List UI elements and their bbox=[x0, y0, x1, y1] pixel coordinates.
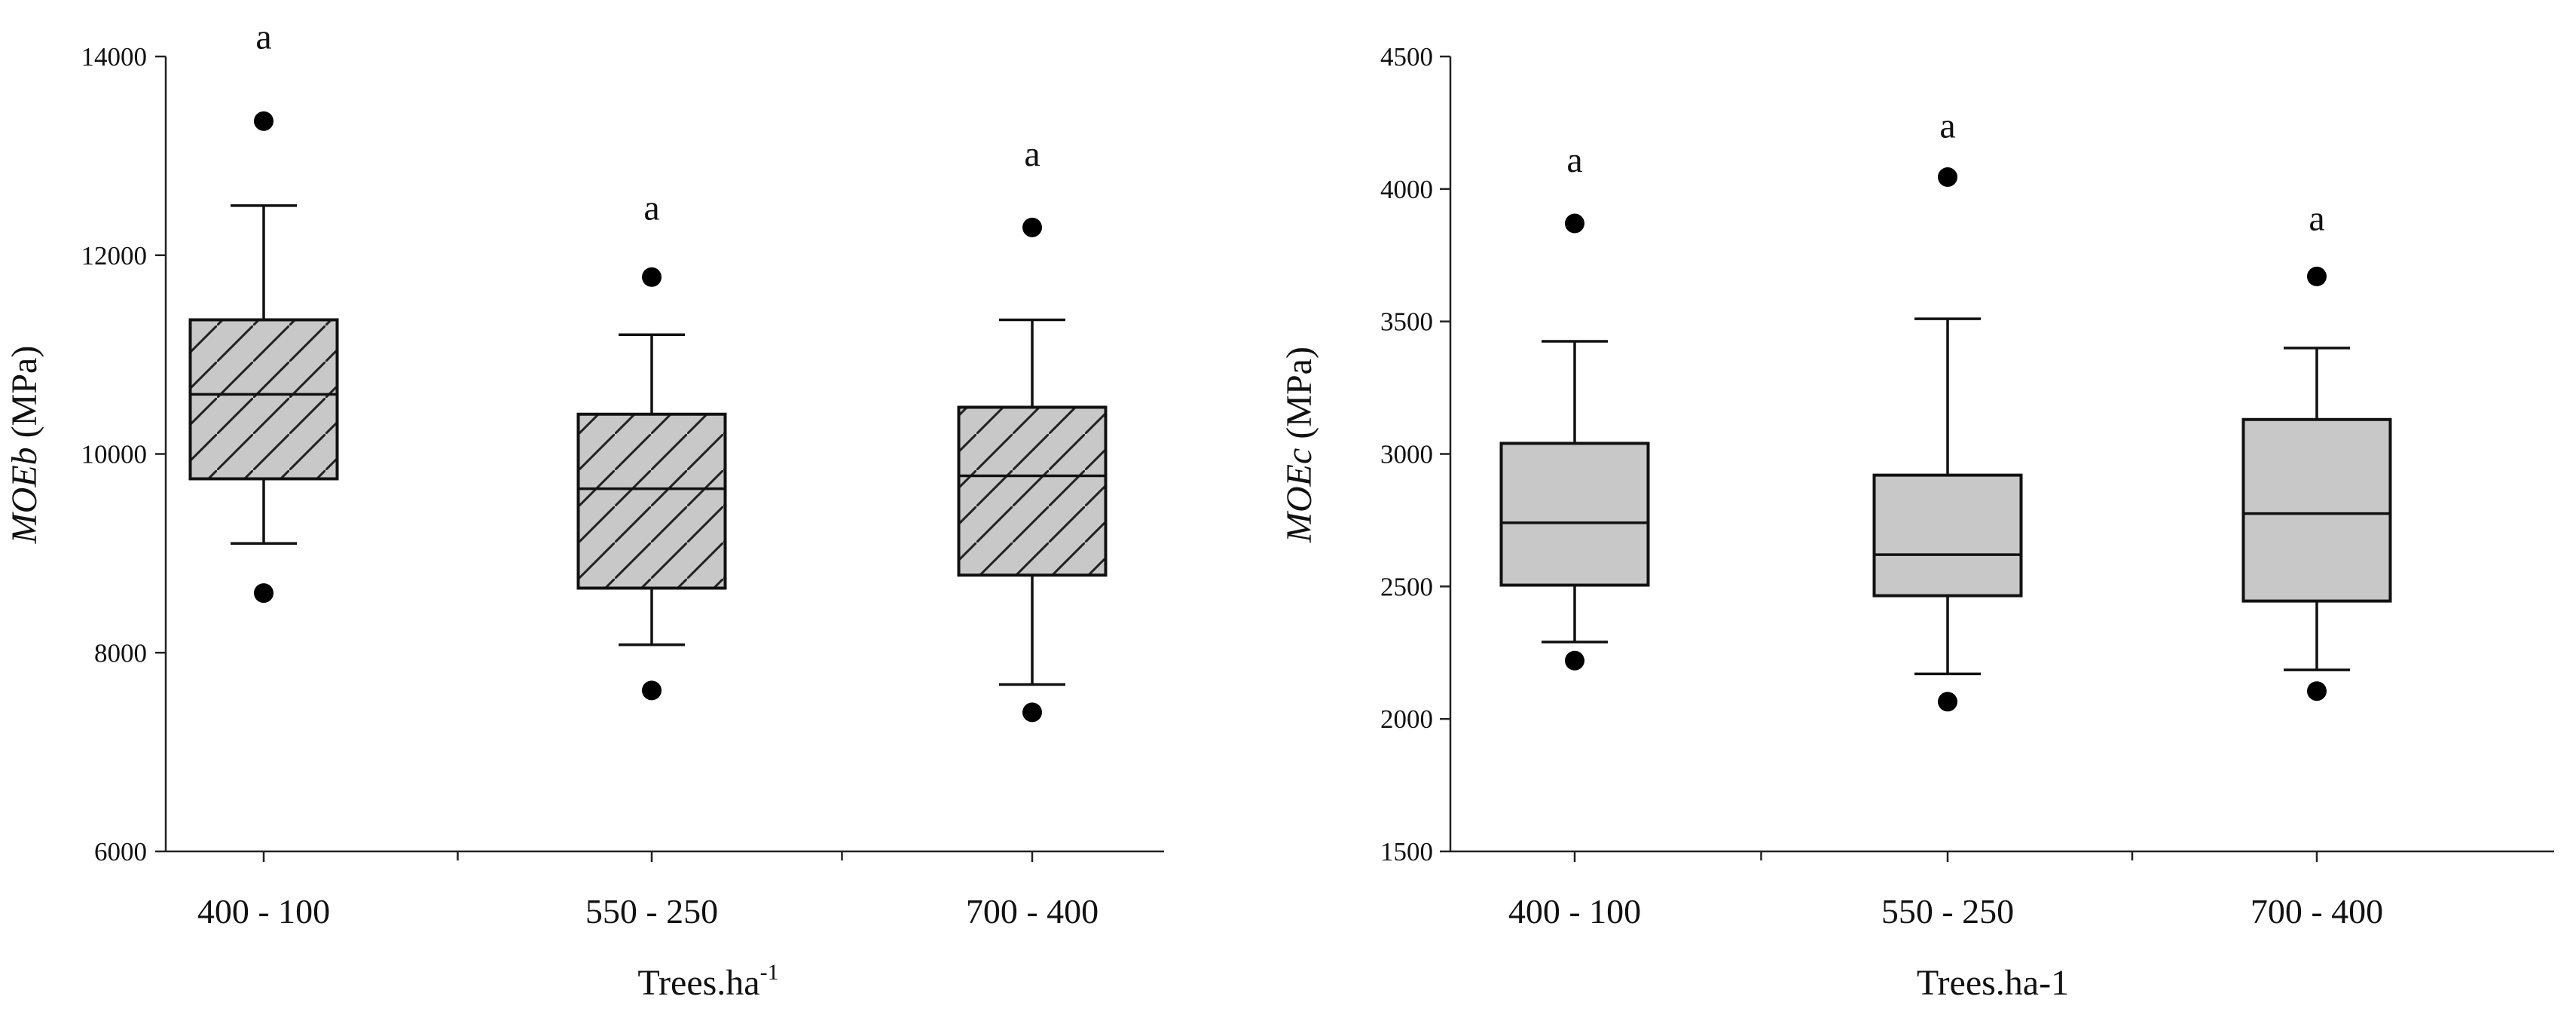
significance-letter: a bbox=[255, 17, 271, 57]
y-tick-label: 3500 bbox=[1380, 307, 1433, 337]
y-axis-title-unit: (MPa) bbox=[1279, 347, 1319, 448]
outlier-point bbox=[2307, 266, 2327, 286]
outlier-point bbox=[1565, 650, 1584, 671]
x-tick-label: 400 - 100 bbox=[197, 892, 330, 931]
y-tick-label: 4000 bbox=[1380, 175, 1433, 204]
iqr-box bbox=[1499, 442, 1650, 587]
x-axis-title-main: Trees.ha bbox=[637, 963, 759, 1003]
significance-letter: a bbox=[1939, 105, 1955, 145]
moeb-boxplot-panel: 6000 8000 10000 12000 14000 400 - 100 550 - 25… bbox=[5, 17, 1164, 1003]
y-axis-title-variable: MOEc bbox=[1279, 448, 1319, 543]
box-group: a bbox=[1872, 105, 2023, 712]
x-tick-label: 700 - 400 bbox=[2251, 892, 2383, 931]
box-group: a bbox=[1499, 140, 1650, 671]
outlier-point bbox=[642, 680, 662, 701]
y-tick-label: 4500 bbox=[1380, 42, 1433, 72]
x-tick-label: 550 - 250 bbox=[1881, 892, 2014, 931]
outlier-point bbox=[254, 583, 273, 604]
y-tick-label: 10000 bbox=[81, 440, 148, 469]
iqr-box bbox=[2241, 417, 2392, 603]
iqr-box bbox=[1872, 473, 2023, 597]
y-axis-title: MOEc (MPa) bbox=[1279, 347, 1319, 543]
y-tick-label: 14000 bbox=[81, 42, 148, 72]
outlier-point bbox=[2307, 681, 2327, 701]
box-group: a bbox=[957, 134, 1108, 723]
y-axis-title: MOEb (MPa) bbox=[5, 346, 44, 545]
y-axis-title-variable: MOEb bbox=[5, 447, 44, 544]
x-axis-title: Trees.ha-1 bbox=[1917, 963, 2069, 1003]
x-axis-title: Trees.ha-1 bbox=[637, 960, 778, 1003]
significance-letter: a bbox=[2309, 199, 2324, 239]
y-tick-label: 2500 bbox=[1380, 572, 1433, 601]
outlier-point bbox=[1565, 213, 1584, 234]
iqr-box bbox=[957, 405, 1108, 577]
x-tick-label: 700 - 400 bbox=[966, 892, 1099, 931]
outlier-point bbox=[254, 111, 273, 131]
y-tick-label: 6000 bbox=[94, 837, 147, 866]
iqr-box bbox=[576, 412, 727, 590]
significance-letter: a bbox=[1024, 134, 1040, 174]
outlier-point bbox=[1938, 692, 1957, 712]
iqr-box bbox=[188, 318, 339, 481]
y-tick-label: 2000 bbox=[1380, 704, 1433, 734]
y-tick-label: 12000 bbox=[81, 241, 148, 270]
outlier-point bbox=[1938, 167, 1957, 188]
x-axis-title-main: Trees.ha-1 bbox=[1917, 963, 2069, 1003]
box-group: a bbox=[576, 188, 727, 701]
x-axis-title-superscript: -1 bbox=[760, 960, 779, 985]
box-group: a bbox=[188, 17, 339, 604]
y-axis-title-unit: (MPa) bbox=[5, 346, 44, 448]
box-group: a bbox=[2241, 199, 2392, 701]
outlier-point bbox=[1022, 217, 1042, 237]
significance-letter: a bbox=[643, 188, 659, 228]
outlier-point bbox=[1022, 702, 1042, 723]
significance-letter: a bbox=[1566, 140, 1582, 180]
outlier-point bbox=[642, 267, 662, 287]
y-tick-label: 8000 bbox=[94, 638, 147, 668]
y-tick-label: 3000 bbox=[1380, 440, 1433, 469]
x-tick-label: 400 - 100 bbox=[1508, 892, 1641, 931]
moec-boxplot-panel: 1500 2000 2500 3000 3500 4000 4500 400 - 100 550… bbox=[1279, 42, 2554, 1003]
x-tick-label: 550 - 250 bbox=[585, 892, 718, 931]
y-tick-label: 1500 bbox=[1380, 837, 1433, 866]
